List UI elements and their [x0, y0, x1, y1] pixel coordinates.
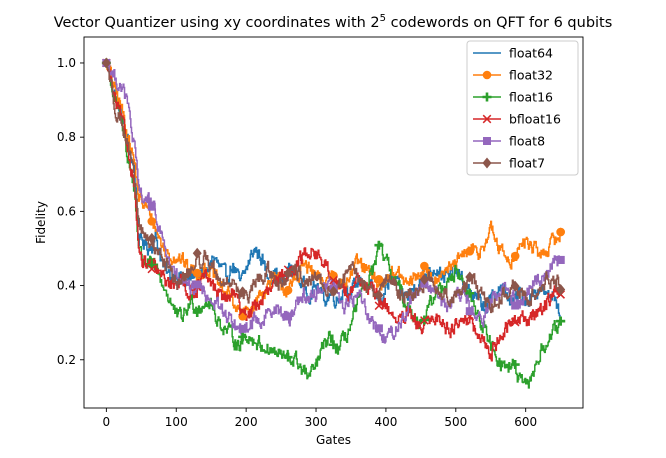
- data-point-float8: [193, 280, 202, 289]
- data-point-float16: [192, 307, 202, 317]
- legend-marker-float32: [482, 70, 492, 80]
- data-point-float32: [556, 227, 565, 237]
- y-axis-ticks: 0.2 0.4 0.6 0.8 1.0: [57, 56, 84, 367]
- data-point-float32: [238, 312, 247, 321]
- data-point-float32: [510, 251, 520, 261]
- y-tick-label: 0.4: [57, 279, 76, 293]
- y-tick-label: 0.6: [57, 204, 76, 218]
- data-point-bfloat16: [420, 316, 429, 325]
- y-axis-label: Fidelity: [34, 201, 48, 244]
- x-tick-label: 0: [103, 415, 111, 429]
- data-point-float8: [374, 324, 383, 333]
- data-point-float32: [420, 261, 429, 271]
- data-point-float8: [556, 255, 565, 264]
- y-tick-label: 0.8: [57, 130, 76, 144]
- data-point-float16: [374, 240, 384, 250]
- data-point-float16: [556, 316, 566, 326]
- legend-label-float32: float32: [509, 68, 553, 83]
- data-point-float7: [283, 267, 293, 279]
- legend-label-float64: float64: [509, 46, 553, 61]
- legend-label-float16: float16: [509, 90, 553, 105]
- data-point-float16: [510, 360, 520, 370]
- data-point-float7: [147, 232, 157, 244]
- data-point-float7: [510, 280, 520, 292]
- legend-marker-float8: [483, 137, 491, 145]
- x-tick-label: 200: [235, 415, 258, 429]
- x-tick-label: 300: [305, 415, 328, 429]
- y-tick-label: 1.0: [57, 56, 76, 70]
- legend-label-bfloat16: bfloat16: [509, 112, 561, 127]
- plot-markers: [101, 57, 566, 370]
- data-point-float7: [329, 285, 338, 297]
- data-point-float32: [374, 275, 384, 284]
- data-point-float16: [238, 332, 248, 342]
- data-point-float8: [284, 312, 293, 321]
- data-point-float32: [329, 271, 338, 280]
- data-point-float8: [465, 307, 474, 316]
- data-point-float16: [329, 340, 338, 350]
- legend-label-float7: float7: [509, 156, 545, 171]
- data-point-float8: [147, 202, 156, 211]
- data-point-float7: [419, 273, 429, 285]
- legend-marker-bfloat16: [482, 114, 492, 124]
- data-point-float32: [147, 217, 157, 226]
- data-point-float32: [465, 247, 475, 256]
- legend: float64 float32 float16 bfloat16 float8 float…: [466, 40, 579, 176]
- x-tick-label: 600: [514, 415, 537, 429]
- data-point-bfloat16: [374, 301, 384, 311]
- data-point-bfloat16: [147, 264, 157, 274]
- chart-title: Vector Quantizer using xy coordinates wi…: [54, 13, 613, 31]
- x-tick-label: 400: [374, 415, 397, 429]
- data-point-bfloat16: [238, 307, 247, 316]
- data-point-float7: [101, 57, 111, 69]
- data-point-float16: [465, 288, 475, 298]
- legend-label-float8: float8: [509, 134, 545, 149]
- data-point-bfloat16: [329, 275, 338, 285]
- data-point-float7: [556, 284, 566, 296]
- data-point-float7: [374, 289, 384, 301]
- data-point-bfloat16: [510, 317, 520, 327]
- data-point-float7: [465, 271, 475, 283]
- x-tick-label: 500: [444, 415, 467, 429]
- data-point-float32: [283, 285, 293, 295]
- legend-marker-float16: [482, 92, 492, 102]
- plot-frame: [83, 36, 584, 409]
- data-point-float7: [238, 286, 248, 298]
- x-axis-ticks: 0 100 200 300 400 500 600: [103, 408, 537, 429]
- data-point-float32: [192, 268, 202, 278]
- data-point-float8: [238, 324, 247, 333]
- data-point-float8: [511, 301, 520, 310]
- x-tick-label: 100: [165, 415, 188, 429]
- data-point-float7: [192, 247, 202, 259]
- x-axis-label: Gates: [316, 433, 351, 447]
- data-point-float16: [283, 352, 293, 362]
- y-tick-label: 0.2: [57, 353, 76, 367]
- legend-marker-float7: [482, 157, 492, 169]
